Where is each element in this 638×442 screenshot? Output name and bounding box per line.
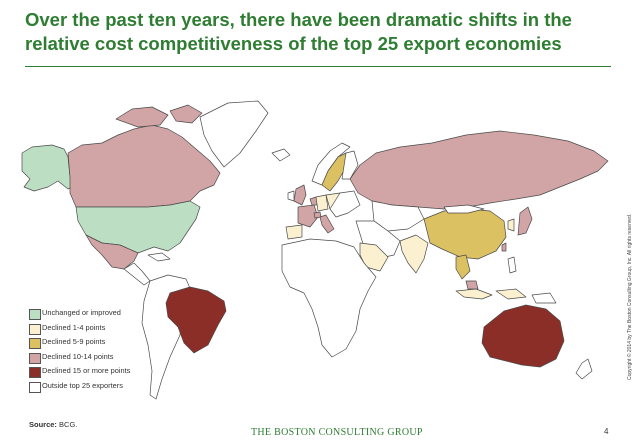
region-alaska bbox=[21, 144, 77, 192]
region-philippines bbox=[507, 256, 517, 274]
copyright-notice: Copyright © 2014 by The Boston Consultin… bbox=[627, 213, 633, 380]
region-iceland bbox=[271, 148, 291, 162]
company-logo: THE BOSTON CONSULTING GROUP bbox=[251, 427, 423, 438]
legend-label: Declined 15 or more points bbox=[42, 366, 131, 376]
source-text: BCG. bbox=[59, 420, 78, 429]
page-number: 4 bbox=[604, 427, 609, 436]
title-divider bbox=[25, 66, 611, 67]
region-india bbox=[399, 234, 429, 274]
region-new-zealand bbox=[575, 358, 593, 380]
region-japan bbox=[517, 206, 533, 236]
region-uk bbox=[293, 184, 307, 206]
region-australia bbox=[481, 304, 565, 368]
region-germany bbox=[315, 194, 329, 212]
region-italy bbox=[319, 214, 335, 234]
region-thailand bbox=[455, 254, 471, 280]
region-finland bbox=[341, 150, 359, 180]
legend-swatch bbox=[29, 381, 41, 393]
region-indonesia bbox=[455, 288, 527, 300]
region-france bbox=[297, 204, 319, 228]
legend-label: Declined 1-4 points bbox=[42, 322, 106, 332]
region-malaysia bbox=[465, 280, 479, 290]
region-ireland bbox=[287, 190, 295, 202]
region-mongolia bbox=[443, 204, 485, 214]
region-spain bbox=[285, 224, 303, 240]
source-label: Source: bbox=[29, 420, 57, 429]
region-russia bbox=[349, 130, 609, 210]
legend-label: Declined 5-9 points bbox=[42, 337, 106, 347]
legend-swatch bbox=[29, 323, 41, 335]
region-caribbean bbox=[147, 252, 171, 262]
legend-label: Unchanged or improved bbox=[42, 308, 121, 317]
region-taiwan bbox=[501, 242, 507, 252]
region-central-america bbox=[123, 262, 151, 286]
legend-swatch bbox=[29, 352, 41, 364]
legend-label: Declined 10-14 points bbox=[42, 351, 114, 361]
region-png bbox=[531, 292, 557, 304]
legend-label: Outside top 25 exporters bbox=[42, 380, 123, 390]
region-greenland bbox=[199, 100, 269, 168]
region-mexico bbox=[85, 234, 139, 270]
region-africa bbox=[281, 238, 377, 358]
source-note: Source: BCG. bbox=[29, 420, 77, 429]
page-title: Over the past ten years, there have been… bbox=[25, 9, 572, 54]
region-eastern-europe bbox=[329, 190, 361, 218]
region-brazil bbox=[165, 286, 227, 354]
world-map bbox=[21, 100, 609, 400]
legend-swatch bbox=[29, 309, 41, 320]
region-canada bbox=[67, 124, 221, 208]
region-saudi-arabia bbox=[359, 242, 389, 272]
legend-swatch bbox=[29, 367, 41, 379]
region-korea bbox=[507, 218, 515, 232]
region-canada-islands bbox=[115, 104, 203, 128]
legend-swatch bbox=[29, 338, 41, 350]
region-china bbox=[423, 208, 507, 260]
